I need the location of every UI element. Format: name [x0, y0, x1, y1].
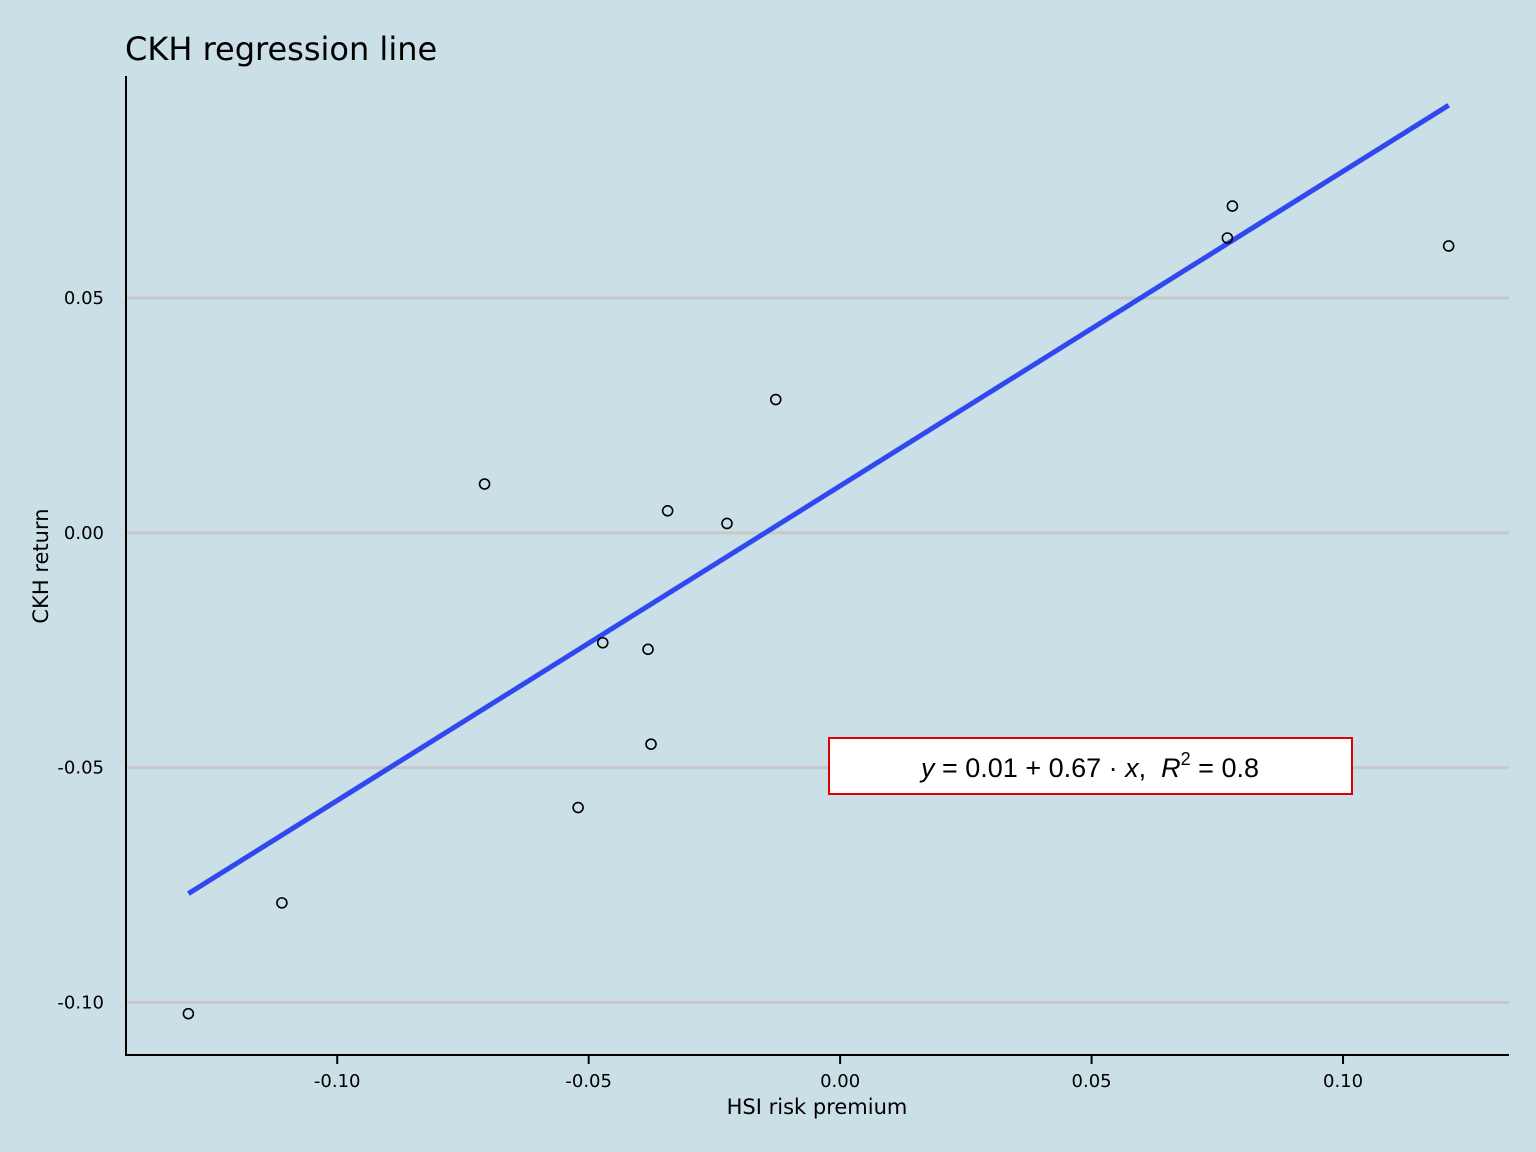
y-ticks: -0.10 -0.05 0.00 0.05 — [57, 288, 104, 1013]
y-tick-label: -0.05 — [57, 758, 104, 779]
data-point — [1442, 240, 1455, 252]
equation-text: y = 0.01 + 0.67 · x, R2 = 0.8 — [919, 749, 1259, 783]
data-point — [1226, 200, 1239, 212]
points-group — [182, 200, 1455, 1020]
regression-line — [187, 103, 1450, 896]
x-tick-label: 0.00 — [820, 1071, 860, 1092]
x-ticks: -0.10 -0.05 0.00 0.05 0.10 — [314, 1055, 1363, 1092]
chart-title: CKH regression line — [125, 30, 437, 68]
data-point — [182, 1007, 195, 1020]
x-tick-label: 0.10 — [1323, 1071, 1363, 1092]
data-point — [645, 738, 657, 750]
equation-annotation: y = 0.01 + 0.67 · x, R2 = 0.8 — [828, 737, 1353, 795]
x-axis-label: HSI risk premium — [727, 1095, 908, 1119]
data-point — [596, 636, 609, 649]
data-point — [572, 801, 584, 814]
data-point — [721, 517, 733, 530]
y-tick-label: 0.05 — [64, 288, 104, 309]
equation-x-var: x — [1123, 753, 1140, 783]
equation-r-value: = 0.8 — [1191, 753, 1259, 783]
x-tick-label: -0.05 — [565, 1071, 612, 1092]
equation-sep: , — [1139, 753, 1162, 783]
data-point — [478, 478, 491, 490]
y-tick-label: 0.00 — [64, 523, 104, 544]
x-tick-label: 0.05 — [1072, 1071, 1112, 1092]
y-tick-label: -0.10 — [57, 992, 104, 1013]
equation-body: = 0.01 + 0.67 · — [935, 753, 1126, 783]
data-point — [769, 393, 782, 406]
data-point — [276, 897, 288, 909]
y-axis-label: CKH return — [29, 508, 53, 623]
equation-r-var: R — [1161, 753, 1181, 783]
equation-r-exp: 2 — [1181, 749, 1191, 769]
equation-y-var: y — [919, 753, 936, 783]
equation-box — [828, 737, 1353, 795]
data-point — [1221, 232, 1234, 244]
x-tick-label: -0.10 — [314, 1071, 361, 1092]
regression-line-group — [187, 103, 1450, 896]
data-point — [642, 643, 654, 656]
data-point — [661, 504, 674, 517]
